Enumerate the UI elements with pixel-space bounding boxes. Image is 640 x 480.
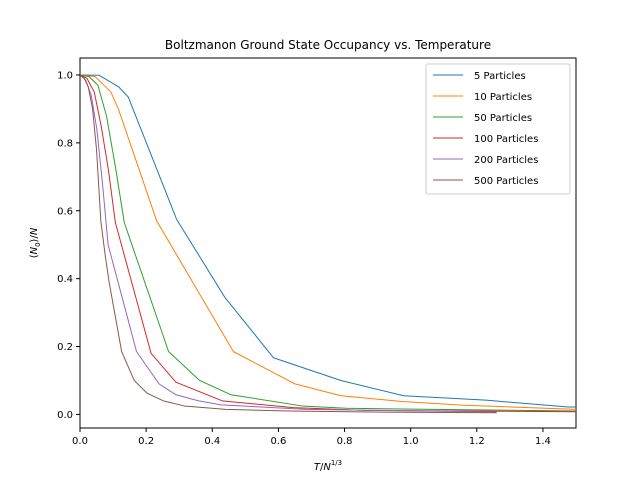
plot-area	[79, 57, 577, 429]
series-line-100-particles	[80, 74, 576, 413]
legend-label-5-particles: 5 Particles	[474, 71, 526, 82]
x-tick-label: 1.2	[469, 436, 485, 447]
x-tick-label: 0.4	[204, 436, 220, 447]
x-tick-label: 1.4	[535, 436, 551, 447]
series-line-10-particles	[80, 74, 576, 410]
series-line-200-particles	[80, 74, 497, 413]
x-tick-label: 1.0	[403, 436, 419, 447]
plot-frame	[79, 57, 577, 429]
series-line-500-particles	[80, 74, 497, 414]
series-line-50-particles	[80, 74, 576, 412]
x-axis-label: T/N1/3	[314, 459, 342, 473]
y-tick-label: 0.8	[57, 138, 73, 149]
y-tick-label: 0.0	[57, 410, 73, 421]
y-axis-label: ⟨N0⟩/N	[29, 227, 42, 258]
y-tick-label: 1.0	[57, 70, 73, 81]
y-axis: 0.0 0.2 0.4 0.6 0.8 1.0	[57, 70, 80, 421]
x-tick-label: 0.6	[270, 436, 286, 447]
x-tick-label: 0.0	[72, 436, 88, 447]
y-tick-label: 0.2	[57, 342, 73, 353]
x-axis: 0.0 0.2 0.4 0.6 0.8 1.0 1.2 1.4	[72, 428, 551, 447]
series-layer	[80, 74, 576, 414]
legend-label-10-particles: 10 Particles	[474, 92, 532, 103]
y-tick-label: 0.6	[57, 206, 73, 217]
series-line-5-particles	[80, 74, 576, 408]
legend-label-50-particles: 50 Particles	[474, 113, 532, 124]
legend-label-200-particles: 200 Particles	[474, 155, 538, 166]
legend-label-500-particles: 500 Particles	[474, 176, 538, 187]
x-tick-label: 0.2	[138, 436, 154, 447]
y-tick-label: 0.4	[57, 274, 73, 285]
chart-title: Boltzmanon Ground State Occupancy vs. Te…	[165, 38, 491, 52]
x-tick-label: 0.8	[337, 436, 353, 447]
legend: 5 Particles 10 Particles 50 Particles 100 P…	[425, 63, 571, 195]
legend-frame	[425, 63, 571, 195]
legend-label-100-particles: 100 Particles	[474, 134, 538, 145]
